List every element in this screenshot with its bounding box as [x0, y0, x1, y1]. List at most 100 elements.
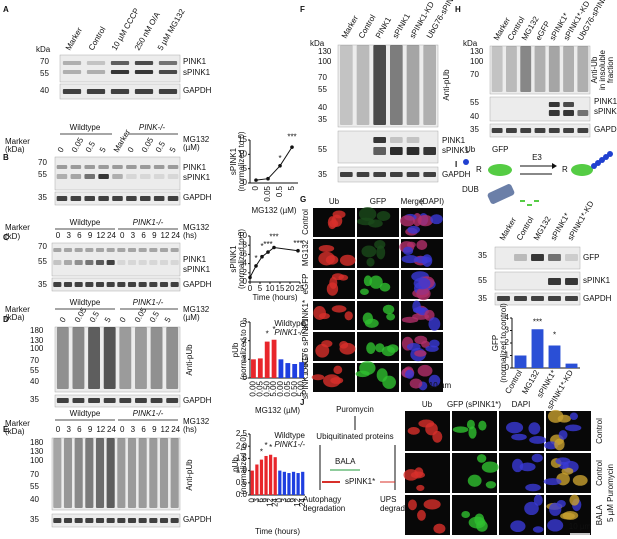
blot-band: [506, 128, 517, 133]
lane-label: 0: [58, 315, 68, 324]
x-axis-label: Time (hours): [255, 527, 300, 536]
x-tick-label: 0.00: [276, 380, 285, 396]
blot-band: [138, 260, 147, 265]
blot-label: 35: [30, 395, 39, 404]
label: PINK1-/-: [133, 218, 164, 227]
bar: [278, 470, 282, 495]
blot-label: 35: [318, 170, 327, 179]
blot-band: [85, 518, 94, 523]
annotation: *: [260, 242, 263, 251]
cell: [358, 207, 377, 221]
cell: [326, 282, 339, 296]
blot-band: [563, 110, 574, 116]
blot-band: [110, 89, 130, 94]
blot-band: [135, 327, 147, 389]
annotation: ***: [293, 239, 302, 248]
y-tick-label: 1.5: [236, 454, 248, 463]
cell: [556, 499, 566, 508]
cell: [485, 481, 497, 489]
blot-label: GFP: [583, 253, 599, 262]
y-tick-label: 6: [243, 250, 248, 259]
lane-label: 5: [98, 145, 108, 154]
blot-band: [119, 398, 132, 403]
blot-band: [117, 518, 126, 523]
cell: [368, 219, 383, 228]
point: [254, 264, 258, 268]
blot-label: PINK1: [183, 163, 207, 172]
blot-label: Anti-pUb: [185, 459, 194, 491]
cell: [569, 412, 578, 420]
blot-band: [514, 296, 527, 301]
blot-label: 55: [318, 145, 327, 154]
lane-label: Control: [87, 25, 108, 52]
gfp-protein: [571, 164, 593, 176]
blot-band: [373, 45, 386, 125]
blot-label: 55: [478, 276, 487, 285]
blot-label: 55: [30, 482, 39, 491]
lane-label: 24: [107, 231, 116, 240]
blot-band: [548, 296, 561, 301]
blot-band: [112, 165, 123, 169]
point: [254, 178, 258, 182]
lane-label: 0: [56, 231, 61, 240]
bar: [514, 355, 527, 368]
annotation: *: [553, 331, 556, 340]
label: Wildtype: [70, 409, 101, 418]
label: kDa: [463, 39, 478, 48]
cell: [323, 374, 341, 388]
blot-band: [390, 172, 403, 177]
blot-band: [140, 165, 151, 169]
blot-label: sPINK1: [183, 68, 211, 77]
label: Wildtype: [70, 123, 101, 132]
cell: [414, 256, 432, 264]
blot-band: [149, 260, 158, 265]
lane-label: 0.5: [154, 139, 168, 154]
y-tick-label: 0: [243, 277, 248, 286]
label: Ub: [465, 145, 476, 154]
blot-band: [531, 296, 544, 301]
blot-band: [74, 518, 83, 523]
blot-band: [53, 518, 62, 523]
bar: [271, 339, 277, 378]
blot-label: 70: [30, 356, 39, 365]
blot-label: 35: [470, 125, 479, 134]
row-label: MG132: [301, 239, 310, 266]
blot: [494, 271, 581, 291]
cell: [369, 275, 383, 289]
bar: [565, 363, 578, 368]
blot-label: 55: [38, 257, 47, 266]
x-axis-label: MG132 (µM): [255, 406, 300, 415]
blot-band: [106, 282, 115, 287]
y-axis-label: (normalized to 0): [239, 320, 248, 380]
blot-label: 35: [38, 280, 47, 289]
lane-label: 0: [118, 315, 128, 324]
cell: [528, 422, 541, 435]
blot-band: [423, 45, 436, 125]
blot-band: [406, 137, 420, 143]
x-tick-label: 5: [258, 284, 263, 293]
cell: [333, 365, 343, 375]
point: [296, 248, 300, 253]
lane-label: 3: [131, 425, 136, 434]
bar: [250, 470, 254, 495]
blot-band: [138, 282, 147, 287]
point: [278, 164, 282, 168]
x-tick-label: 0.05: [263, 185, 272, 201]
blot-band: [85, 248, 94, 252]
lane-label: 0: [56, 425, 61, 434]
blot-band: [534, 46, 546, 92]
y-tick-label: 15: [238, 135, 247, 144]
cell: [524, 501, 539, 516]
cell: [569, 494, 580, 506]
blot: [54, 394, 181, 408]
y-tick-label: 2: [243, 336, 248, 345]
y-tick-label: 5: [243, 164, 248, 173]
blot-band: [390, 137, 403, 143]
blot-band: [150, 327, 163, 389]
label: kDa: [36, 45, 51, 54]
blot-band: [138, 248, 147, 252]
blot-label: Anti-Ub: [590, 56, 599, 83]
cell: [376, 245, 386, 260]
blot-band: [159, 248, 169, 252]
x-tick-label: 0.50: [290, 380, 299, 396]
